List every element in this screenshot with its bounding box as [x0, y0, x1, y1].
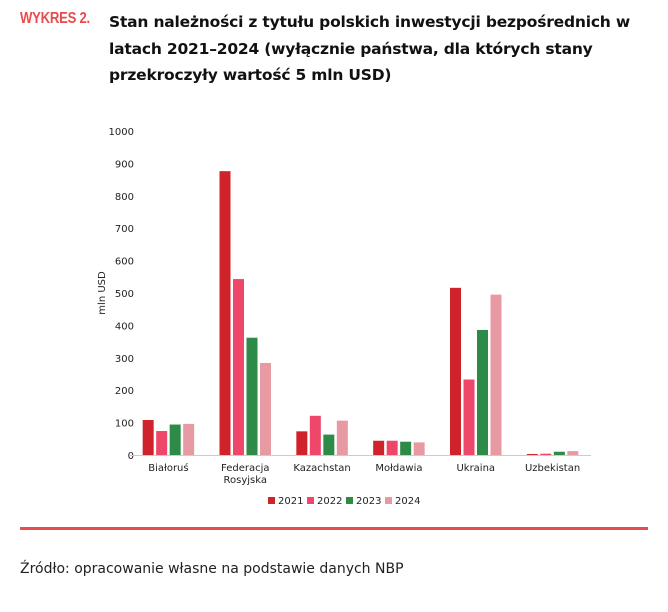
y-tick-label: 800	[115, 192, 134, 203]
bar-2023	[169, 424, 181, 455]
bar-2022	[463, 379, 475, 455]
bar-2023	[553, 451, 565, 455]
x-tick-label: Federacja Rosyjska	[221, 463, 270, 486]
x-tick-label: Kazachstan	[293, 463, 350, 474]
bar-2021	[142, 420, 154, 455]
bar-2024	[490, 294, 502, 455]
y-tick-label: 500	[115, 289, 134, 300]
x-tick-label: Ukraina	[456, 463, 495, 474]
x-tick-label: Mołdawia	[375, 463, 422, 474]
divider	[20, 527, 648, 530]
legend-label: 2021	[278, 496, 303, 507]
y-tick-label: 200	[115, 386, 134, 397]
bar-2024	[336, 420, 348, 455]
legend-swatch-2024	[385, 497, 392, 504]
bar-2023	[400, 441, 412, 455]
y-tick-label: 300	[115, 354, 134, 365]
figure-label: WYKRES 2.	[20, 10, 90, 27]
y-tick-label: 600	[115, 257, 134, 268]
source-note: Źródło: opracowanie własne na podstawie …	[20, 561, 404, 577]
x-tick-label: Białoruś	[148, 462, 188, 474]
legend-swatch-2022	[307, 497, 314, 504]
y-tick-label: 700	[115, 224, 134, 235]
bar-2022	[386, 440, 398, 455]
bar-2024	[183, 423, 195, 455]
bar-2024	[260, 362, 271, 455]
bar-2024	[567, 451, 579, 455]
y-tick-label: 0	[128, 451, 134, 462]
legend-label: 2024	[395, 496, 420, 507]
bar-2021	[296, 431, 308, 455]
bar-2022	[156, 431, 168, 455]
legend-swatch-2023	[346, 497, 353, 504]
x-tick-label: Uzbekistan	[525, 463, 580, 474]
bar-2022	[309, 415, 321, 455]
bar-chart: mln USD 0 100 200 300 400 500 600 700 800 900 1000…	[97, 127, 591, 507]
bar-2024	[413, 442, 425, 455]
legend-label: 2022	[317, 496, 342, 507]
legend-swatch-2021	[268, 497, 275, 504]
chart-title: Stan należności z tytułu polskich inwest…	[109, 13, 630, 84]
bar-2023	[477, 329, 488, 455]
bar-2021	[373, 440, 385, 455]
bar-2022	[540, 453, 552, 455]
y-axis-label: mln USD	[97, 271, 108, 315]
bar-2023	[246, 337, 258, 455]
bar-2021	[219, 171, 231, 455]
y-tick-label: 1000	[109, 127, 134, 138]
bar-2023	[323, 434, 335, 455]
y-tick-label: 400	[115, 321, 134, 332]
bar-2021	[526, 454, 538, 455]
legend-label: 2023	[356, 496, 381, 507]
bar-2022	[233, 279, 244, 455]
y-tick-label: 100	[115, 419, 134, 430]
bar-2021	[450, 287, 461, 455]
y-tick-label: 900	[115, 159, 134, 170]
